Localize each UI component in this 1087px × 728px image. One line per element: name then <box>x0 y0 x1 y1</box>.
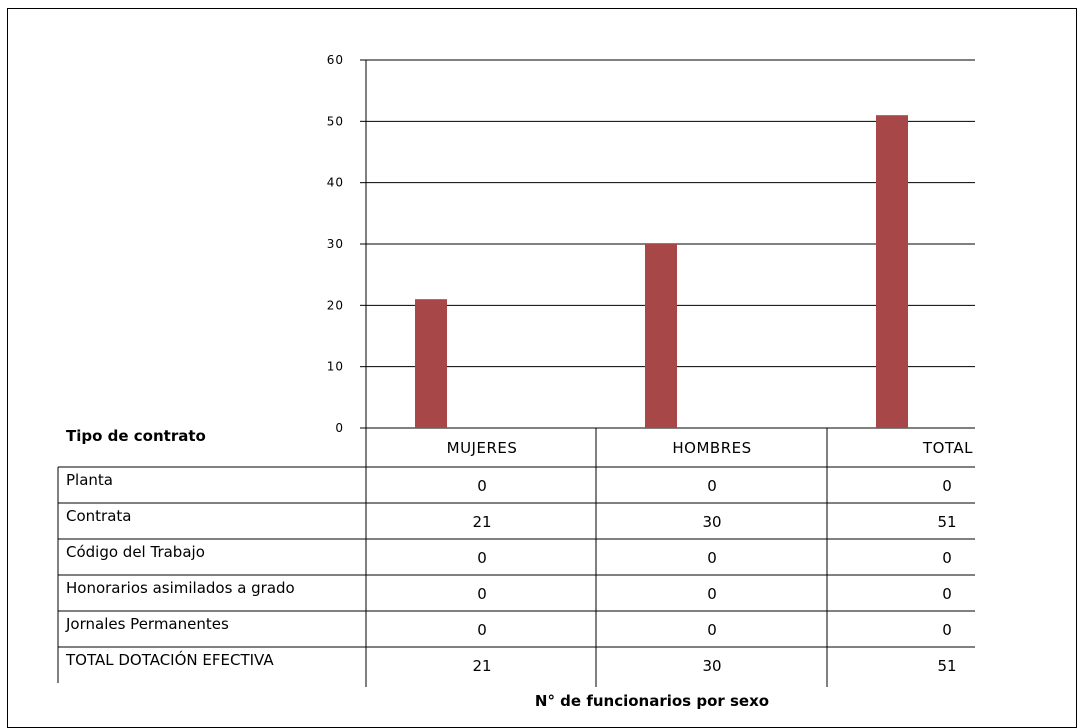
cell-value: 0 <box>477 585 487 603</box>
cell-value: 51 <box>937 657 956 675</box>
row-label: Honorarios asimilados a grado <box>66 579 295 597</box>
table-header-label: Tipo de contrato <box>66 427 206 445</box>
cell-value: 30 <box>702 657 721 675</box>
cell-value: 0 <box>477 549 487 567</box>
cell-value: 21 <box>472 657 491 675</box>
row-label: TOTAL DOTACIÓN EFECTIVA <box>65 650 274 669</box>
y-axis-ticks: 0 10 20 30 40 50 60 <box>327 53 344 435</box>
table-borders <box>57 428 975 687</box>
bar-total <box>876 115 908 428</box>
column-header-total: TOTAL <box>922 439 973 457</box>
row-label: Contrata <box>66 507 131 525</box>
table-rows: Planta 0 0 0 Contrata 21 30 51 Código del Trabaj… <box>65 471 957 675</box>
row-label: Código del Trabajo <box>66 543 205 561</box>
chart-svg: 0 10 20 30 40 50 60 Tipo de contrato MUJERES HO… <box>57 53 975 710</box>
cell-value: 0 <box>707 621 717 639</box>
column-header-hombres: HOMBRES <box>672 439 751 457</box>
cell-value: 21 <box>472 513 491 531</box>
y-tick-label: 20 <box>327 298 344 312</box>
bars <box>415 115 908 428</box>
cell-value: 0 <box>477 621 487 639</box>
cell-value: 0 <box>942 477 952 495</box>
cell-value: 51 <box>937 513 956 531</box>
y-tick-label: 10 <box>327 360 344 374</box>
cell-value: 0 <box>707 549 717 567</box>
row-label: Planta <box>66 471 113 489</box>
y-tick-label: 0 <box>335 421 344 435</box>
bar-mujeres <box>415 299 447 428</box>
column-header-mujeres: MUJERES <box>447 439 518 457</box>
cell-value: 0 <box>707 585 717 603</box>
cell-value: 0 <box>707 477 717 495</box>
cell-value: 0 <box>942 585 952 603</box>
y-tick-label: 50 <box>327 114 344 128</box>
cell-value: 0 <box>477 477 487 495</box>
bar-hombres <box>645 244 677 428</box>
cell-value: 30 <box>702 513 721 531</box>
y-tick-label: 30 <box>327 237 344 251</box>
table-column-headers: MUJERES HOMBRES TOTAL <box>447 439 973 457</box>
y-tick-label: 40 <box>327 176 344 190</box>
gridlines <box>360 59 975 429</box>
row-label: Jornales Permanentes <box>65 615 229 633</box>
cell-value: 0 <box>942 549 952 567</box>
cell-value: 0 <box>942 621 952 639</box>
y-tick-label: 60 <box>327 53 344 67</box>
x-axis-title: N° de funcionarios por sexo <box>535 692 769 710</box>
